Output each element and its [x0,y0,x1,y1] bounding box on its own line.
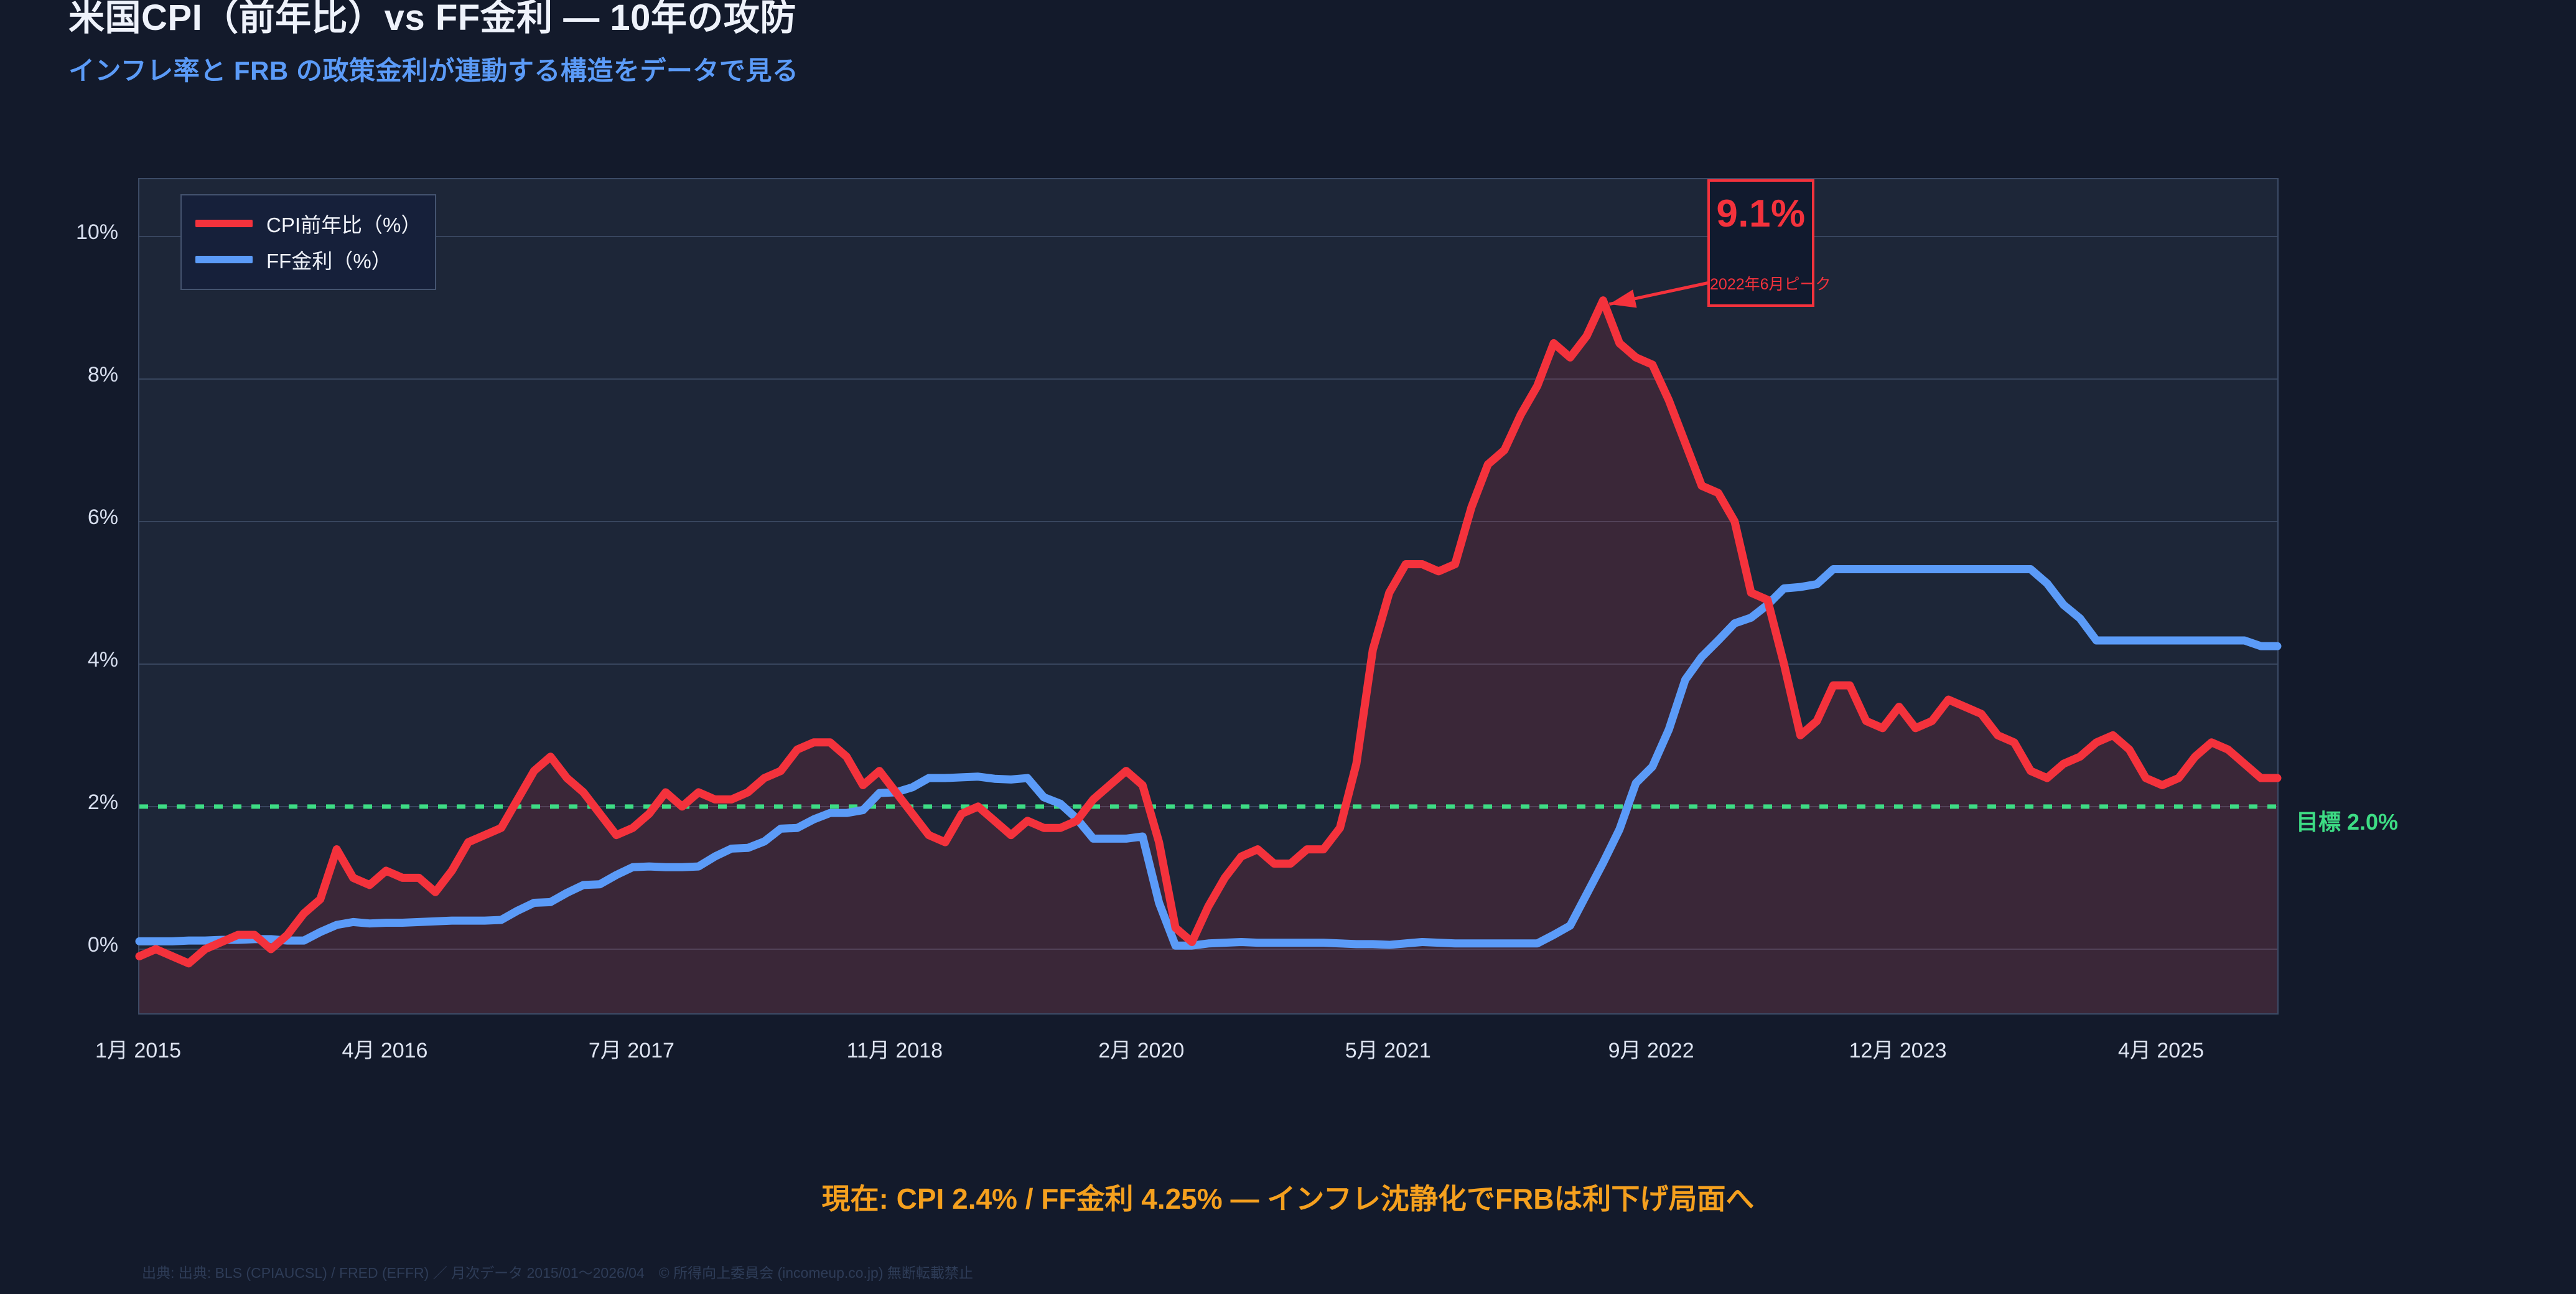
legend-item-ff: FF金利（%） [195,241,421,278]
x-axis-tick-label: 5月 2021 [1345,1039,1431,1062]
annotation-arrow-head [1609,289,1637,308]
x-axis-tick-label: 12月 2023 [1849,1039,1947,1062]
y-axis-tick-label: 10% [75,220,118,244]
series-line-ff [135,565,2282,950]
target-line-label: 目標 2.0% [2296,809,2399,835]
y-axis-tick-label: 8% [87,362,118,387]
x-axis-tick-label: 1月 2015 [95,1039,181,1062]
header: 米国CPI（前年比）vs FF金利 — 10年の攻防 インフレ率と FRB の政… [68,0,2495,88]
plot-area [135,178,2282,1015]
gridline-4 [139,663,2277,665]
x-axis-tick-label: 11月 2018 [846,1039,943,1062]
gridline-0 [139,948,2277,950]
peak-annotation-box: 9.1% 2022年6月ピーク [1707,179,1831,307]
y-axis-tick-label: 6% [87,505,118,529]
page-subtitle: インフレ率と FRB の政策金利が連動する構造をデータで見る [68,55,799,85]
gridline-8 [139,378,2277,380]
x-axis-tick-label: 9月 2022 [1608,1039,1694,1062]
y-axis-tick-label: 0% [87,932,118,957]
page-title: 米国CPI（前年比）vs FF金利 — 10年の攻防 [68,0,796,38]
series-area-0 [139,300,2277,1014]
peak-annotation-caption: 2022年6月ピーク [1710,276,1831,293]
legend-label-ff: FF金利（%） [266,250,392,273]
x-axis-tick-label: 7月 2017 [588,1039,674,1062]
y-axis-tick-label: 2% [87,790,118,814]
legend-swatch-cpi [195,220,253,227]
legend-item-cpi: CPI前年比（%） [195,205,421,241]
source-footer: 出典: 出典: BLS (CPIAUCSL) / FRED (EFFR) ／ 月… [142,1265,973,1281]
series-lines [135,280,2282,1014]
summary-caption: 現在: CPI 2.4% / FF金利 4.25% — インフレ沈静化でFRBは… [821,1183,1755,1215]
chart-legend: CPI前年比（%） FF金利（%） [180,194,437,290]
series-line-cpi [135,296,2282,968]
gridline-10 [139,235,2277,237]
legend-label-cpi: CPI前年比（%） [266,213,422,237]
legend-swatch-ff [195,256,253,263]
peak-annotation-value: 9.1% [1716,192,1806,235]
x-axis-tick-label: 4月 2016 [342,1039,428,1062]
gridline-6 [139,520,2277,522]
y-axis-tick-label: 4% [87,647,118,672]
x-axis-tick-label: 4月 2025 [2117,1039,2204,1062]
x-axis-tick-label: 2月 2020 [1098,1039,1185,1062]
